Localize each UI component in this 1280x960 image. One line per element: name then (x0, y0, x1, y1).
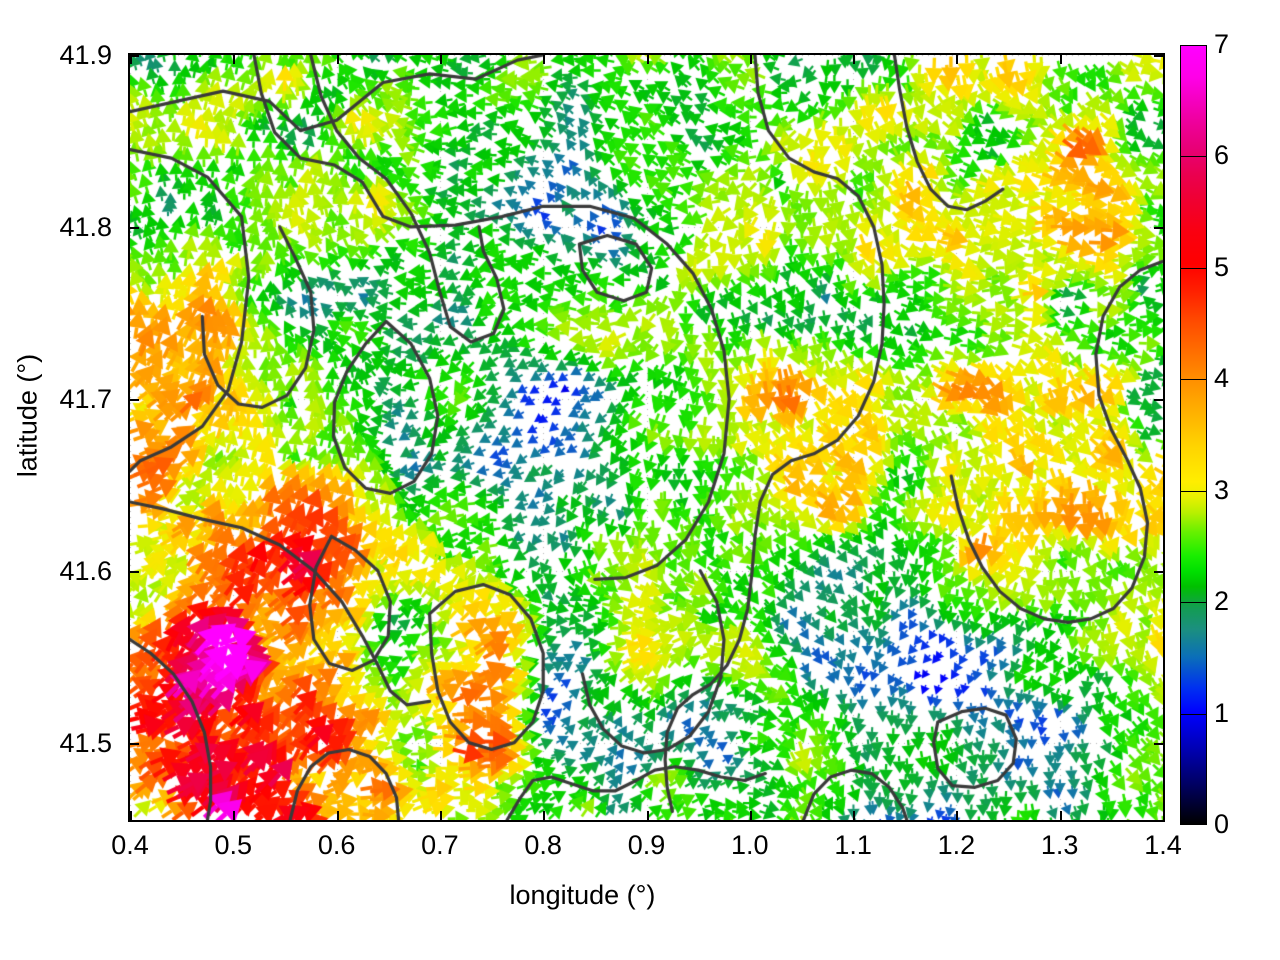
x-tick-label: 1.1 (834, 830, 872, 860)
x-tick-label: 1.3 (1040, 830, 1079, 860)
x-tick-mark (233, 811, 236, 820)
x-tick-mark (543, 811, 546, 820)
x-tick-mark (1163, 811, 1165, 820)
colorbar-tick-mark (1180, 156, 1207, 158)
y-tick-mark-right (1154, 570, 1163, 573)
x-tick-mark (853, 811, 856, 820)
x-axis-title: longitude (°) (509, 880, 656, 910)
x-tick-mark (439, 811, 442, 820)
colorbar-tick-label: 7 (1214, 29, 1230, 59)
x-tick-mark-top (1059, 55, 1062, 64)
x-tick-mark (646, 811, 649, 820)
x-tick-mark-top (749, 55, 752, 64)
x-tick-mark-top (439, 55, 442, 64)
colorbar-tick-label: 4 (1214, 363, 1230, 394)
x-tick-mark-top (646, 55, 649, 64)
y-tick-label: 41.6 (59, 555, 112, 586)
x-tick-label: 0.7 (421, 830, 459, 860)
colorbar-tick-label: 0 (1214, 809, 1230, 839)
x-tick-label: 0.6 (317, 830, 356, 860)
y-tick-mark-right (1154, 742, 1163, 745)
y-tick-mark-right (1154, 55, 1163, 57)
y-tick-mark (130, 742, 139, 745)
x-tick-mark (336, 811, 339, 820)
x-tick-label: 0.8 (524, 830, 562, 860)
x-tick-label: 1.0 (731, 830, 769, 860)
x-tick-mark (1059, 811, 1062, 820)
y-tick-mark-right (1154, 226, 1163, 229)
y-tick-label: 41.7 (59, 383, 112, 414)
y-tick-mark (130, 226, 139, 229)
x-tick-mark-top (1163, 55, 1165, 64)
x-tick-label: 0.4 (111, 830, 149, 860)
colorbar-tick-label: 2 (1214, 586, 1230, 617)
y-tick-label: 41.8 (59, 211, 112, 242)
x-tick-mark-top (543, 55, 546, 64)
colorbar-tick-label: 3 (1214, 474, 1230, 505)
wind-vector-field (130, 55, 1163, 820)
colorbar-tick-mark (1180, 713, 1207, 715)
x-tick-mark-top (956, 55, 959, 64)
colorbar-tick-label: 5 (1214, 251, 1230, 282)
x-tick-label: 0.5 (214, 830, 253, 860)
colorbar-tick-mark (1180, 379, 1207, 381)
x-tick-mark (956, 811, 959, 820)
colorbar-tick-label: 6 (1214, 140, 1230, 171)
x-tick-mark (130, 811, 132, 820)
colorbar-tick-label: 1 (1214, 697, 1230, 728)
x-tick-mark (749, 811, 752, 820)
x-tick-mark-top (336, 55, 339, 64)
colorbar-gradient (1180, 45, 1207, 825)
y-tick-mark-right (1154, 398, 1163, 401)
x-tick-mark-top (853, 55, 856, 64)
y-tick-label: 41.5 (59, 727, 112, 758)
x-tick-label: 0.9 (627, 830, 666, 860)
x-tick-mark-top (130, 55, 132, 64)
y-axis-title: latitude (°) (12, 353, 43, 478)
x-tick-label: 1.2 (937, 830, 976, 860)
plot-area (128, 53, 1165, 822)
y-tick-mark (130, 570, 139, 573)
colorbar-tick-mark (1180, 602, 1207, 604)
y-tick-mark (130, 55, 139, 57)
x-tick-label: 1.4 (1144, 830, 1182, 860)
colorbar-tick-mark (1180, 490, 1207, 492)
x-tick-mark-top (233, 55, 236, 64)
y-tick-label: 41.9 (59, 40, 112, 70)
colorbar-tick-mark (1180, 267, 1207, 269)
y-tick-mark (130, 398, 139, 401)
